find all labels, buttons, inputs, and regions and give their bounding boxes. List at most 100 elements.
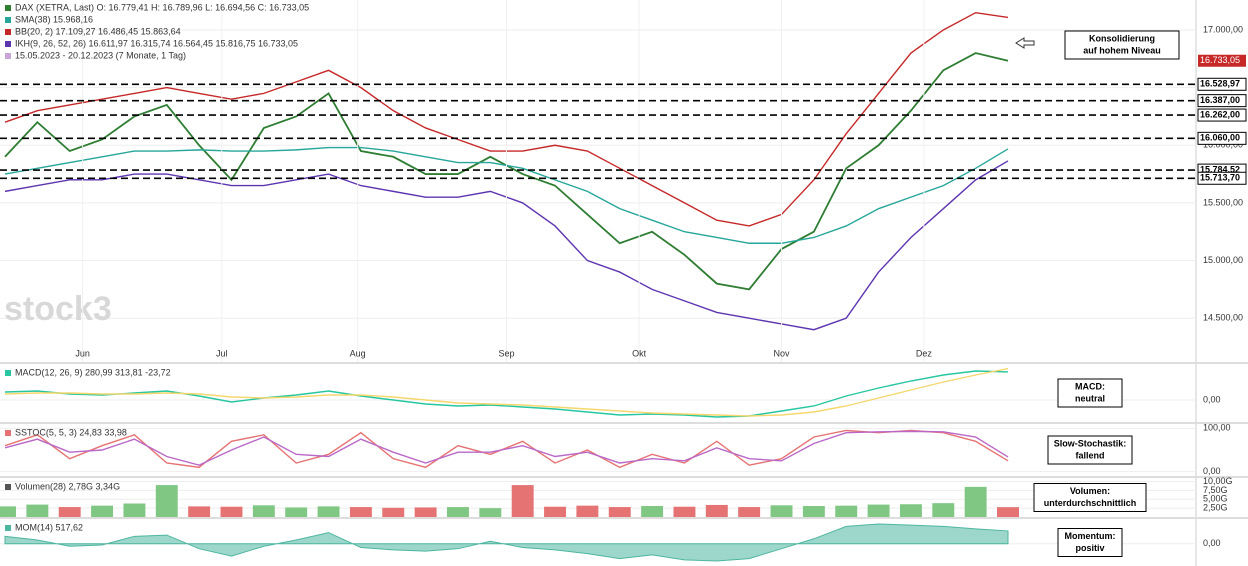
volume-bar xyxy=(26,504,49,517)
legend-text: SMA(38) 15.968,16 xyxy=(15,14,93,24)
volume-bar xyxy=(867,504,890,517)
y-tick-label: 0,00 xyxy=(1203,394,1221,404)
legend-swatch xyxy=(5,525,11,531)
panel-title: Volumen(28) 2,78G 3,34G xyxy=(15,481,120,491)
y-tick-label: 2,50G xyxy=(1203,503,1228,513)
x-tick-label: Jul xyxy=(216,348,228,358)
x-tick-label: Nov xyxy=(774,348,791,358)
y-tick-label: 0,00 xyxy=(1203,538,1221,548)
y-tick-label: 5,00G xyxy=(1203,494,1228,504)
x-tick-label: Aug xyxy=(350,348,366,358)
volume-bar xyxy=(317,506,340,517)
panel-title: MOM(14) 517,62 xyxy=(15,522,83,532)
volume-bar xyxy=(155,485,178,517)
legend-swatch xyxy=(5,5,11,11)
volume-bar xyxy=(738,507,761,517)
area xyxy=(4,523,1009,562)
annotation-text: auf hohem Niveau xyxy=(1083,45,1161,55)
volume-bar xyxy=(705,504,728,517)
volume-bar xyxy=(58,507,81,517)
annotation-box xyxy=(1047,435,1133,465)
volume-bar xyxy=(576,505,599,517)
volume-bar xyxy=(285,507,308,517)
volume-bar xyxy=(641,506,664,517)
annotation-box xyxy=(1057,378,1123,408)
x-tick-label: Jun xyxy=(75,348,90,358)
y-tick-label: 17.000,00 xyxy=(1203,24,1243,34)
annotation-text: MACD: xyxy=(1075,381,1105,391)
x-tick-label: Dez xyxy=(916,348,933,358)
legend-text: DAX (XETRA, Last) O: 16.779,41 H: 16.789… xyxy=(15,2,309,12)
level-box xyxy=(1197,108,1247,122)
volume-bar xyxy=(123,503,146,517)
y-tick-label: 7,50G xyxy=(1203,485,1228,495)
volume-bar xyxy=(608,507,631,517)
level-label: 16.262,00 xyxy=(1200,109,1240,119)
volume-bar xyxy=(188,506,211,517)
annotation-box xyxy=(1057,528,1123,557)
y-tick-label: 14.500,00 xyxy=(1203,313,1243,323)
legend-text: BB(20, 2) 17.109,27 16.486,45 15.863,64 xyxy=(15,26,181,36)
level-label: 16.060,00 xyxy=(1200,133,1240,143)
panel-title: MACD(12, 26, 9) 280,99 313,81 -23,72 xyxy=(15,367,171,377)
annotation-text: positiv xyxy=(1075,543,1104,553)
volume-bar xyxy=(446,507,469,517)
volume-bar xyxy=(479,508,502,517)
annotation-text: Momentum: xyxy=(1065,531,1116,541)
legend-text: IKH(9, 26, 52, 26) 16.611,97 16.315,74 1… xyxy=(15,38,298,48)
series-line xyxy=(4,430,1009,466)
volume-bar xyxy=(382,507,405,517)
y-tick-label: 10,00G xyxy=(1203,476,1233,486)
legend-swatch xyxy=(5,41,11,47)
level-box xyxy=(1197,77,1247,91)
volume-bar xyxy=(220,506,243,517)
panel-title: SSTOC(5, 5, 3) 24,83 33,98 xyxy=(15,427,127,437)
watermark: stock3 xyxy=(4,290,112,328)
y-tick-label: 15.500,00 xyxy=(1203,197,1243,207)
volume-bar xyxy=(964,486,987,517)
level-box xyxy=(1197,171,1247,185)
level-box xyxy=(1197,94,1247,108)
volume-bar xyxy=(349,507,372,517)
annotation-box xyxy=(1064,30,1180,60)
x-tick-label: Okt xyxy=(632,348,647,358)
series-line xyxy=(4,367,1009,417)
legend-swatch xyxy=(5,53,11,59)
volume-bar xyxy=(673,506,696,517)
legend-swatch xyxy=(5,430,11,436)
level-label: 15.713,70 xyxy=(1200,173,1240,183)
legend-swatch xyxy=(5,29,11,35)
volume-bar xyxy=(511,485,534,517)
level-label: 16.528,97 xyxy=(1200,79,1240,89)
level-label: 16.387,00 xyxy=(1200,95,1240,105)
y-tick-label: 15.000,00 xyxy=(1203,255,1243,265)
y-tick-label: 100,00 xyxy=(1203,423,1231,433)
volume-bar xyxy=(835,505,858,517)
annotation-text: unterdurchschnittlich xyxy=(1044,498,1137,508)
legend-swatch xyxy=(5,484,11,490)
volume-bar xyxy=(997,507,1019,517)
volume-bar xyxy=(544,506,567,517)
annotation-text: Konsolidierung xyxy=(1089,33,1155,43)
series-line xyxy=(4,429,1009,469)
annotation-text: Slow-Stochastik: xyxy=(1054,438,1127,448)
volume-bar xyxy=(0,506,16,517)
last-price-box xyxy=(1198,54,1246,67)
legend-swatch xyxy=(5,17,11,23)
annotation-text: Volumen: xyxy=(1070,486,1110,496)
legend-swatch xyxy=(5,370,11,376)
last-price-label: 16.733,05 xyxy=(1200,55,1240,65)
series-line xyxy=(4,370,1009,418)
annotation-text: neutral xyxy=(1075,393,1105,403)
annotation-box xyxy=(1033,483,1147,512)
level-label: 15.784,52 xyxy=(1200,164,1240,174)
volume-bar xyxy=(414,507,437,517)
volume-bar xyxy=(899,504,922,517)
level-box xyxy=(1197,131,1247,145)
arrow xyxy=(1015,37,1035,49)
volume-bar xyxy=(932,503,955,517)
legend-text: 15.05.2023 - 20.12.2023 (7 Monate, 1 Tag… xyxy=(15,50,186,60)
x-tick-label: Sep xyxy=(498,348,514,358)
annotation-text: fallend xyxy=(1075,450,1104,460)
